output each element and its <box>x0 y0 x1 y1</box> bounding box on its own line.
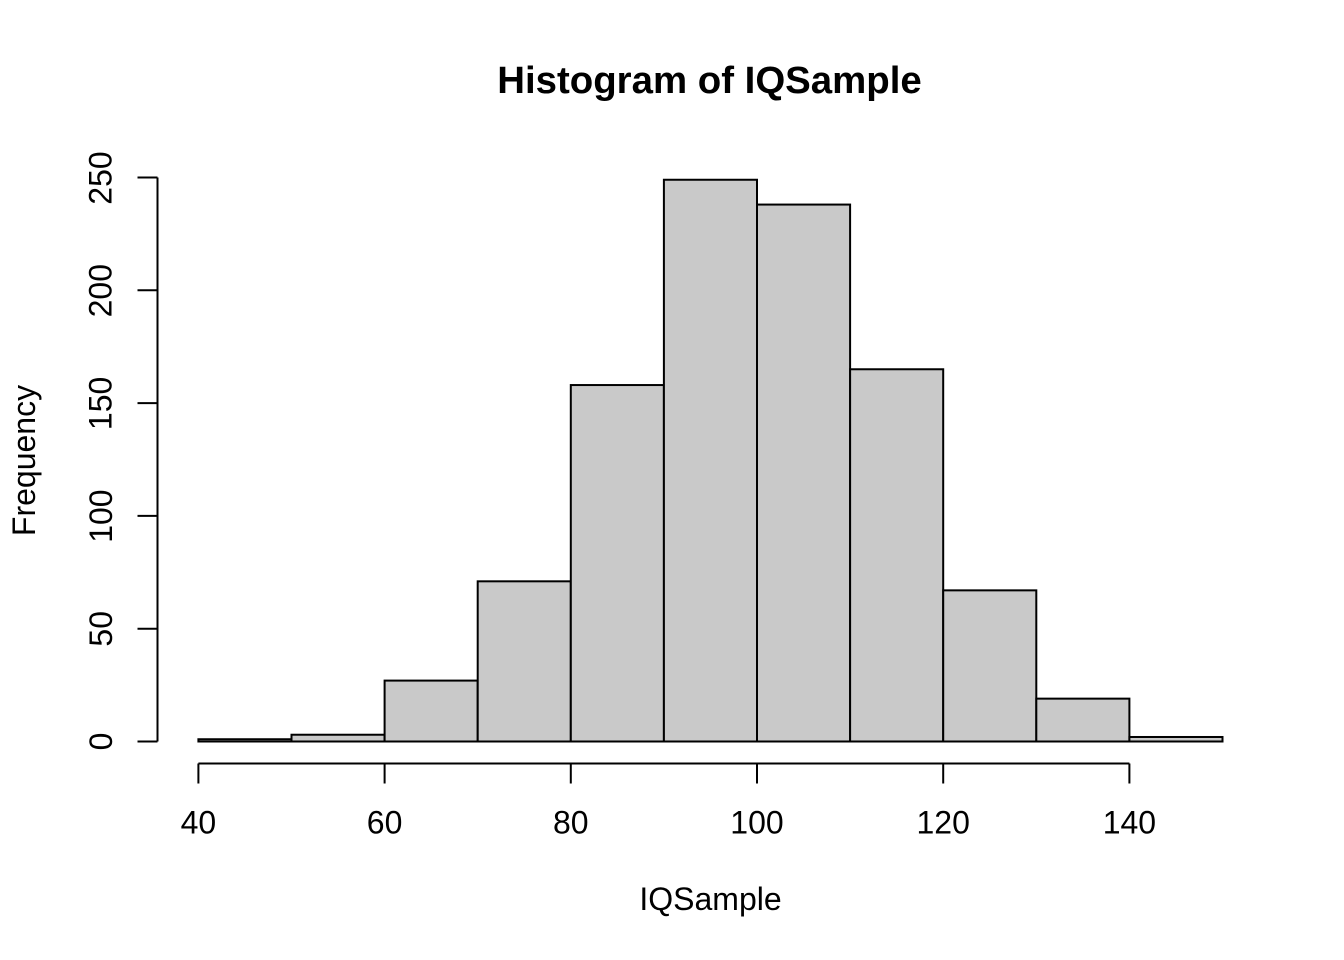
svg-text:100: 100 <box>730 805 783 841</box>
svg-text:60: 60 <box>367 805 403 841</box>
svg-text:120: 120 <box>917 805 970 841</box>
svg-text:80: 80 <box>553 805 589 841</box>
svg-text:Frequency: Frequency <box>6 385 42 536</box>
svg-text:50: 50 <box>83 611 119 647</box>
svg-text:150: 150 <box>83 377 119 430</box>
svg-text:IQSample: IQSample <box>639 881 781 917</box>
svg-text:0: 0 <box>83 733 119 751</box>
svg-text:Histogram of IQSample: Histogram of IQSample <box>497 59 922 102</box>
svg-text:140: 140 <box>1103 805 1156 841</box>
svg-text:250: 250 <box>83 151 119 204</box>
svg-text:200: 200 <box>83 264 119 317</box>
svg-text:100: 100 <box>83 489 119 542</box>
svg-text:40: 40 <box>181 805 217 841</box>
